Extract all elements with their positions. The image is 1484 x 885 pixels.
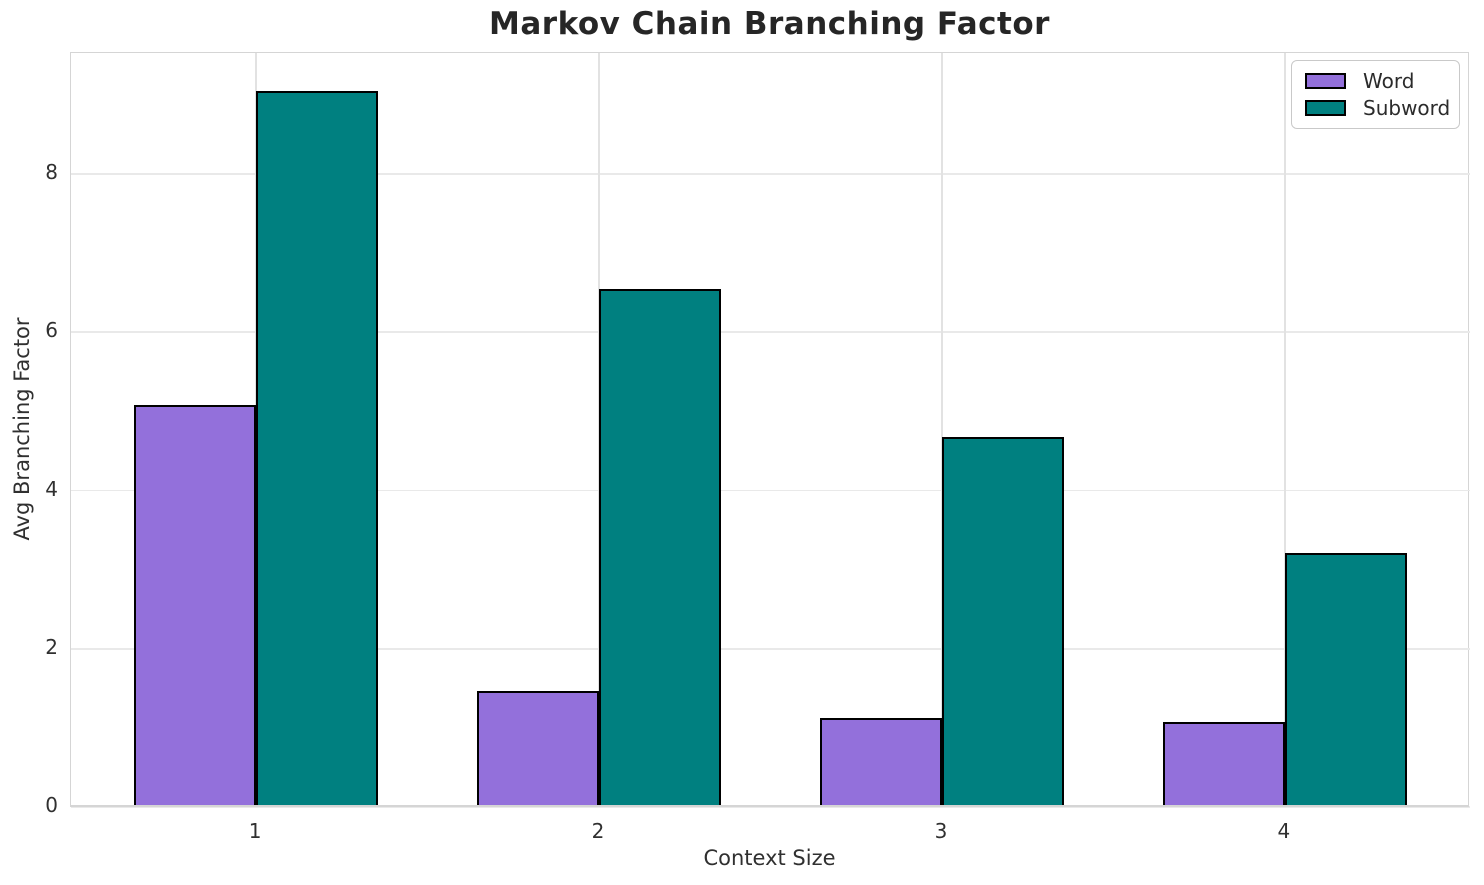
x-tick-label: 1 [248, 819, 262, 843]
legend-swatch-word [1305, 73, 1346, 90]
x-axis-line [70, 805, 1469, 807]
bar-word-4 [1163, 722, 1285, 807]
x-tick-label: 3 [934, 819, 948, 843]
y-tick-label: 2 [45, 634, 58, 659]
y-gridline [71, 331, 1470, 334]
y-gridline [71, 489, 1470, 492]
y-tick-label: 8 [45, 160, 58, 185]
legend-label-subword: Subword [1363, 95, 1451, 120]
legend-item-word: Word [1305, 71, 1446, 91]
x-gridline [940, 53, 943, 807]
bar-subword-3 [941, 436, 1064, 807]
bar-word-3 [820, 717, 942, 807]
y-gridline [71, 173, 1470, 175]
legend: Word Subword [1291, 60, 1460, 129]
legend-swatch-subword [1305, 99, 1346, 116]
x-tick-label: 4 [1277, 819, 1291, 843]
x-axis-label: Context Size [703, 846, 836, 870]
x-gridline [598, 53, 600, 807]
y-tick-label: 6 [45, 318, 58, 343]
y-tick-label: 0 [45, 793, 58, 817]
bar-subword-4 [1284, 553, 1407, 807]
legend-item-subword: Subword [1305, 98, 1450, 118]
bar-subword-2 [599, 288, 721, 807]
bar-subword-1 [256, 90, 378, 807]
y-tick-label: 4 [45, 476, 58, 501]
legend-label-word: Word [1363, 69, 1415, 94]
plot-area [70, 52, 1470, 808]
chart-title: Markov Chain Branching Factor [489, 6, 1050, 42]
bar-word-2 [477, 690, 600, 807]
x-tick-label: 2 [591, 819, 605, 843]
y-gridline [71, 647, 1470, 650]
x-gridline [1283, 53, 1286, 807]
bar-word-1 [134, 405, 257, 807]
y-axis-label: Avg Branching Factor [10, 317, 34, 541]
